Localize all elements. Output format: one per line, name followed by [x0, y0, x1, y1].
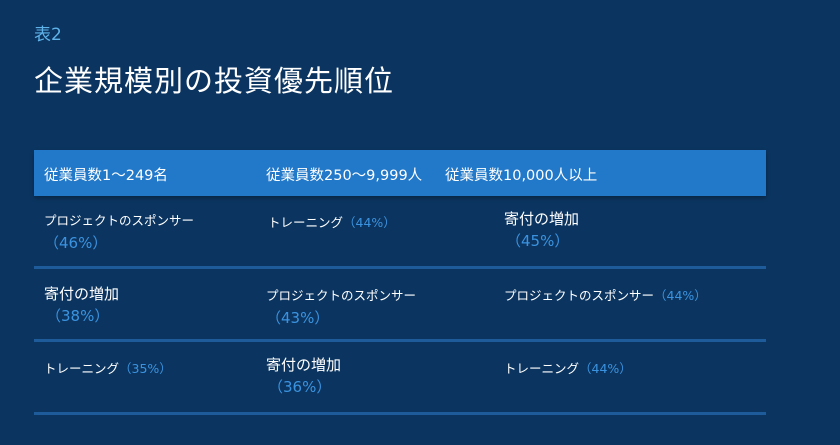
percent: （43%） — [266, 309, 330, 327]
percent: （38%） — [46, 307, 110, 325]
percent: （45%） — [506, 232, 570, 250]
item: 寄付の増加 — [504, 210, 580, 228]
cell: 寄付の増加 （45%） — [504, 208, 579, 252]
cell: トレーニング（44%） — [268, 212, 396, 234]
cell: プロジェクトのスポンサー （43%） — [266, 285, 416, 329]
cell: トレーニング（44%） — [504, 358, 632, 380]
header-large: 従業員数10,000人以上 — [445, 168, 598, 184]
cell: 寄付の増加 （36%） — [266, 354, 341, 398]
item: プロジェクトのスポンサー — [44, 213, 195, 228]
item: トレーニング — [44, 361, 120, 376]
percent: （46%） — [44, 234, 108, 252]
cell: プロジェクトのスポンサー（44%） — [504, 285, 707, 307]
table-row: トレーニング（35%） 寄付の増加 （36%） トレーニング（44%） — [34, 342, 766, 415]
cell: プロジェクトのスポンサー （46%） — [44, 210, 194, 254]
cell: 寄付の増加 （38%） — [44, 283, 119, 327]
percent: （44%） — [343, 215, 396, 230]
percent: （44%） — [579, 361, 632, 376]
item: プロジェクトのスポンサー — [504, 288, 655, 303]
percent: （35%） — [119, 361, 172, 376]
item: 寄付の増加 — [266, 356, 342, 374]
item: 寄付の増加 — [44, 285, 120, 303]
cell: トレーニング（35%） — [44, 358, 172, 380]
item: プロジェクトのスポンサー — [266, 288, 417, 303]
item: トレーニング — [268, 215, 344, 230]
item: トレーニング — [504, 361, 580, 376]
percent: （44%） — [654, 288, 707, 303]
header-medium: 従業員数250～9,999人 — [266, 168, 423, 184]
header-small: 従業員数1～249名 — [44, 168, 168, 184]
table-label: 表2 — [34, 25, 62, 45]
table-row: プロジェクトのスポンサー （46%） トレーニング（44%） 寄付の増加 （45%） — [34, 196, 766, 269]
table-header: 従業員数1～249名 従業員数250～9,999人 従業員数10,000人以上 — [34, 150, 766, 196]
page-title: 企業規模別の投資優先順位 — [34, 64, 395, 98]
percent: （36%） — [268, 378, 332, 396]
table-row: 寄付の増加 （38%） プロジェクトのスポンサー （43%） プロジェクトのスポンサ… — [34, 269, 766, 342]
